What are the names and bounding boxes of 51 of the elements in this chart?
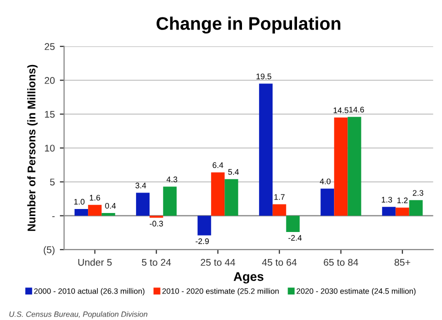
- data-label: 1.2: [397, 198, 408, 204]
- bar: [198, 216, 212, 236]
- data-label: 4.0: [320, 178, 331, 184]
- data-label: 1.6: [90, 194, 100, 201]
- bar: [259, 84, 273, 216]
- y-tick-label: 10: [44, 144, 55, 152]
- bar: [224, 179, 238, 216]
- y-tick-label: -: [52, 216, 55, 218]
- data-label: 1.3: [382, 196, 392, 203]
- y-tick-label: 20: [44, 77, 55, 84]
- data-label: 1.7: [274, 194, 285, 200]
- bar: [286, 216, 300, 232]
- bar: [334, 118, 348, 216]
- bar: [272, 204, 286, 216]
- data-label: 19.5: [256, 74, 272, 80]
- x-tick-label: Under 5: [78, 258, 112, 266]
- y-axis-title: Number of Persons (in Millions): [27, 64, 38, 231]
- bar: [211, 172, 225, 216]
- data-label: 0.4: [105, 202, 116, 209]
- y-tick-label: 5: [50, 178, 55, 186]
- y-tick-label: 15: [44, 110, 55, 118]
- bar: [396, 208, 410, 216]
- data-label: 6.4: [212, 162, 224, 168]
- x-tick-label: 45 to 64: [262, 258, 297, 266]
- x-tick-label: 25 to 44: [200, 258, 236, 266]
- chart-title: Change in Population: [156, 16, 340, 34]
- x-tick-label: 5 to 24: [142, 258, 171, 266]
- bar: [88, 204, 102, 216]
- bar: [102, 213, 116, 216]
- data-label: 5.4: [228, 169, 239, 175]
- y-tick-label: 25: [44, 43, 55, 50]
- bar: [74, 208, 88, 216]
- bar: [382, 206, 396, 216]
- data-label: 14.6: [349, 106, 364, 112]
- data-label: -0.3: [150, 220, 163, 226]
- data-label: 2.3: [412, 190, 424, 196]
- data-label: 4.3: [166, 176, 178, 182]
- data-label: 3.4: [135, 182, 146, 188]
- x-tick-label: 85+: [394, 258, 410, 266]
- bar: [320, 188, 334, 216]
- y-tick-label: (5): [44, 246, 54, 256]
- bar: [409, 200, 423, 216]
- bar: [136, 192, 150, 216]
- data-label: 1.0: [74, 198, 85, 205]
- data-label: 14.5: [334, 108, 348, 114]
- bar: [348, 116, 362, 216]
- x-axis-title: Ages: [234, 272, 264, 284]
- data-label: -2.9: [196, 238, 209, 244]
- x-tick-label: 65 to 84: [324, 258, 358, 266]
- bar: [163, 186, 177, 216]
- data-label: -2.4: [288, 234, 302, 241]
